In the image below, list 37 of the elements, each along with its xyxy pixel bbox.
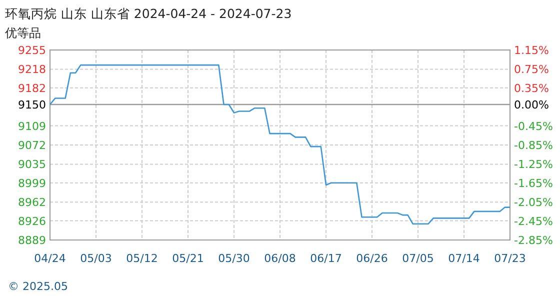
x-tick-label: 07/05 [402, 252, 434, 265]
x-tick-label: 05/03 [80, 252, 112, 265]
x-tick-label: 05/21 [172, 252, 204, 265]
y-tick-label: 8926 [18, 214, 46, 228]
chart-title: 环氧丙烷 山东 山东省 2024-04-24 - 2024-07-23 [5, 6, 292, 21]
x-tick-label: 07/23 [494, 252, 526, 265]
y-tick-label: 9072 [18, 139, 46, 152]
y-tick-label: 8999 [18, 176, 46, 190]
y2-tick-label: 0.75% [514, 63, 549, 76]
y2-tick-label: -0.45% [514, 120, 553, 133]
x-tick-label: 06/17 [310, 252, 342, 265]
text: © 2025.05 [8, 280, 68, 293]
x-tick-label: 05/30 [218, 252, 250, 265]
y2-tick-label: -2.05% [514, 196, 553, 209]
chart-subtitle: 优等品 [5, 26, 41, 40]
y2-tick-label: -2.85% [514, 234, 553, 247]
y-tick-label: 9255 [18, 44, 46, 57]
line-series [49, 64, 511, 225]
y2-tick-label: -0.85% [514, 139, 553, 152]
y2-tick-label: 1.15% [514, 44, 549, 57]
y2-tick-label: -1.25% [514, 158, 553, 171]
y-tick-label: 9218 [18, 63, 46, 76]
y2-tick-label: 0.00% [514, 98, 549, 112]
y-tick-label: 9150 [18, 98, 46, 112]
y2-tick-label: -2.45% [514, 215, 553, 228]
y-tick-label: 9182 [18, 82, 46, 95]
y-tick-label: 9035 [18, 158, 46, 172]
y-tick-label: 8962 [18, 196, 46, 210]
x-tick-label: 07/14 [448, 252, 480, 265]
y-tick-label: 9109 [18, 120, 46, 133]
x-tick-label: 04/24 [34, 252, 66, 265]
y-tick-label: 8889 [18, 234, 46, 247]
x-tick-label: 05/12 [126, 252, 158, 265]
x-tick-label: 06/26 [356, 252, 388, 265]
y2-tick-label: 0.35% [514, 82, 549, 95]
x-tick-label: 06/08 [264, 252, 296, 265]
y2-tick-label: -1.65% [514, 177, 553, 190]
